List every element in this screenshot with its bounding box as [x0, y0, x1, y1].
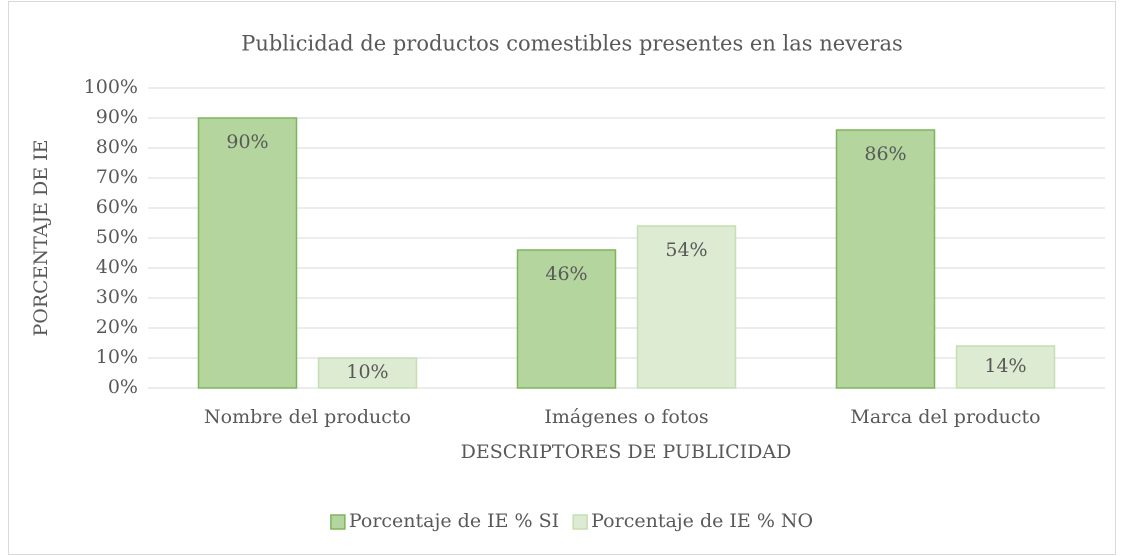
y-tick-label: 100%	[84, 76, 138, 98]
legend-label: Porcentaje de IE % SI	[349, 510, 559, 532]
y-tick-label: 20%	[96, 316, 138, 338]
data-label: 46%	[545, 263, 587, 285]
y-axis-label: PORCENTAJE DE IE	[30, 139, 52, 336]
data-label: 86%	[864, 143, 906, 165]
y-tick-label: 40%	[96, 256, 138, 278]
data-label: 54%	[665, 239, 707, 261]
y-tick-label: 80%	[96, 136, 138, 158]
bar	[516, 249, 617, 389]
bar	[197, 117, 298, 389]
y-tick-label: 60%	[96, 196, 138, 218]
data-label: 10%	[346, 361, 388, 383]
chart-title: Publicidad de productos comestibles pres…	[241, 32, 903, 56]
legend-swatch	[572, 514, 588, 530]
y-tick-label: 70%	[96, 166, 138, 188]
data-label: 14%	[984, 355, 1026, 377]
x-tick-label: Marca del producto	[850, 406, 1040, 428]
x-tick-label: Imágenes o fotos	[544, 406, 708, 428]
x-axis-label: DESCRIPTORES DE PUBLICIDAD	[461, 441, 792, 463]
legend-swatch	[330, 514, 346, 530]
legend-label: Porcentaje de IE % NO	[591, 510, 813, 532]
y-tick-label: 10%	[96, 346, 138, 368]
y-tick-label: 90%	[96, 106, 138, 128]
bar	[955, 345, 1056, 389]
data-label: 90%	[226, 131, 268, 153]
bar	[636, 225, 737, 389]
bar	[835, 129, 936, 389]
bar	[317, 357, 418, 389]
y-tick-label: 50%	[96, 226, 138, 248]
y-tick-label: 30%	[96, 286, 138, 308]
x-tick-label: Nombre del producto	[204, 406, 411, 428]
y-tick-label: 0%	[108, 376, 138, 398]
